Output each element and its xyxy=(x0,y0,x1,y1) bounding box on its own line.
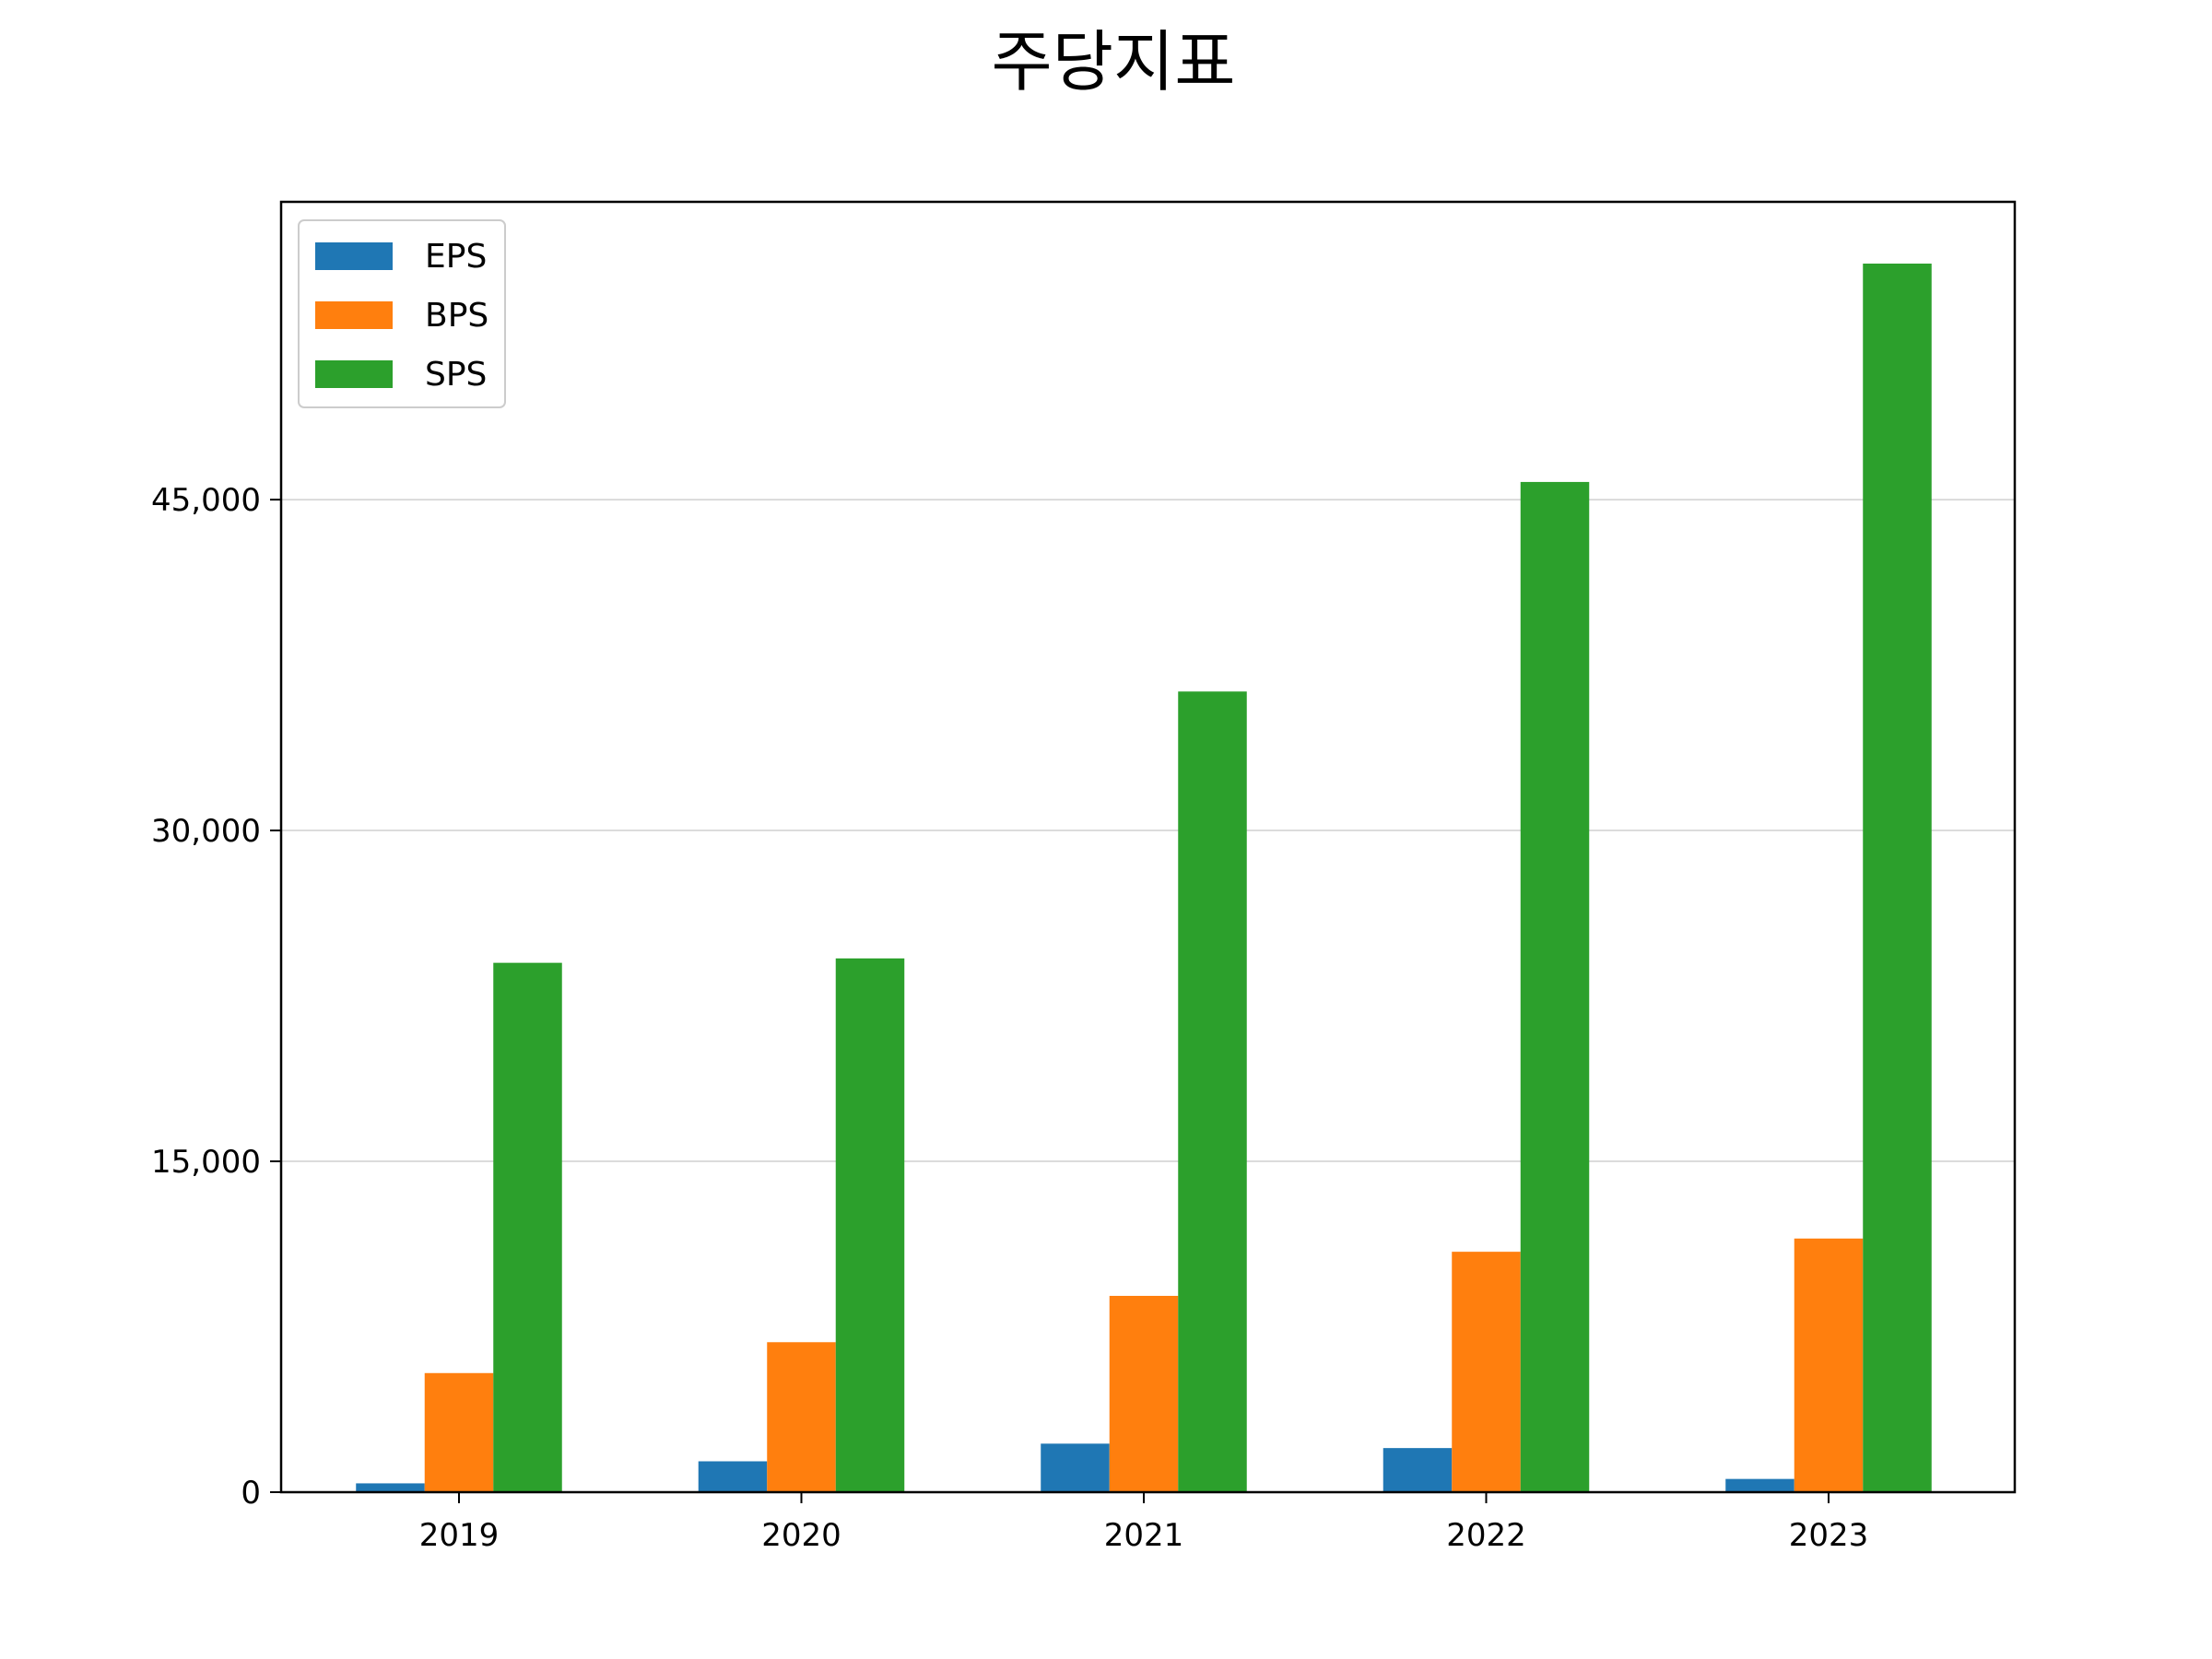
bar-bps-2023 xyxy=(1794,1238,1864,1492)
x-tick-label: 2022 xyxy=(1446,1517,1526,1554)
legend-swatch-eps xyxy=(315,242,393,270)
x-tick-label: 2021 xyxy=(1104,1517,1184,1554)
y-axis: 0 15,000 30,000 45,000 xyxy=(151,482,281,1512)
x-tick-label: 2019 xyxy=(419,1517,500,1554)
bar-sps-2021 xyxy=(1178,691,1247,1492)
bar-sps-2023 xyxy=(1863,264,1932,1492)
bar-bps-2020 xyxy=(767,1342,836,1492)
legend-label-eps: EPS xyxy=(425,238,487,276)
bar-sps-2019 xyxy=(493,962,562,1492)
legend-label-bps: BPS xyxy=(425,297,488,335)
bar-bps-2021 xyxy=(1109,1296,1179,1492)
bar-bps-2019 xyxy=(424,1372,494,1492)
x-tick-label: 2020 xyxy=(761,1517,841,1554)
bar-eps-2021 xyxy=(1041,1443,1110,1492)
x-tick-label: 2023 xyxy=(1789,1517,1869,1554)
y-tick-label: 0 xyxy=(241,1475,261,1512)
y-tick-label: 15,000 xyxy=(151,1144,261,1181)
y-tick-label: 30,000 xyxy=(151,813,261,850)
y-tick-label: 45,000 xyxy=(151,482,261,519)
bar-eps-2023 xyxy=(1725,1478,1794,1492)
bars xyxy=(356,264,1932,1492)
bar-eps-2022 xyxy=(1382,1448,1453,1492)
plot-frame xyxy=(279,200,2017,1494)
legend-swatch-bps xyxy=(315,301,393,329)
legend-label-sps: SPS xyxy=(425,356,487,394)
bar-sps-2022 xyxy=(1520,481,1590,1492)
legend: EPS BPS SPS xyxy=(298,219,506,408)
bar-eps-2020 xyxy=(698,1461,768,1492)
legend-swatch-sps xyxy=(315,360,393,388)
chart-title: 주당지표 xyxy=(992,23,1236,100)
x-axis: 2019 2020 2021 2022 2023 xyxy=(419,1492,1869,1554)
bar-eps-2019 xyxy=(356,1483,425,1492)
bar-bps-2022 xyxy=(1452,1252,1521,1492)
bar-sps-2020 xyxy=(835,958,905,1492)
grid-lines xyxy=(281,499,2015,1162)
